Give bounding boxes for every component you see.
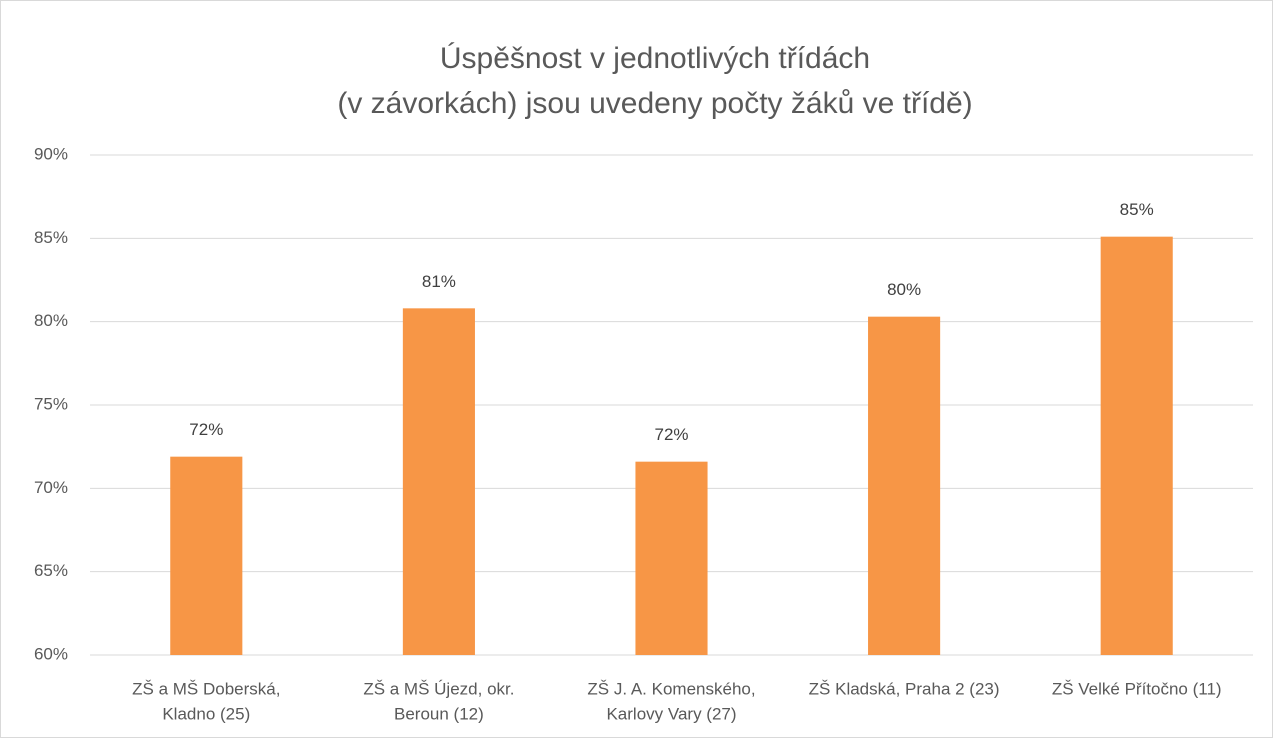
y-tick-label: 70% [34, 478, 68, 497]
y-tick-label: 85% [34, 228, 68, 247]
y-tick-label: 90% [34, 144, 68, 163]
chart-title: Úspěšnost v jednotlivých třídách [440, 42, 870, 75]
bar [635, 461, 708, 655]
x-tick-label: Karlovy Vary (27) [606, 704, 736, 723]
bar [1100, 236, 1173, 655]
data-label: 72% [654, 425, 688, 444]
data-label: 80% [887, 280, 921, 299]
bar [402, 308, 475, 655]
x-tick-label: ZŠ a MŠ Újezd, okr. [363, 679, 514, 698]
chart-title: (v závorkách) jsou uvedeny počty žáků ve… [337, 87, 972, 120]
x-tick-label: ZŠ J. A. Komenského, [587, 679, 755, 698]
bar [170, 456, 243, 655]
y-tick-label: 75% [34, 394, 68, 413]
y-tick-label: 80% [34, 311, 68, 330]
x-tick-label: Beroun (12) [394, 704, 484, 723]
x-tick-label: Kladno (25) [162, 704, 250, 723]
data-label: 85% [1120, 200, 1154, 219]
data-label: 72% [189, 420, 223, 439]
x-tick-label: ZŠ Kladská, Praha 2 (23) [809, 679, 1000, 698]
bar [868, 316, 941, 655]
y-tick-label: 65% [34, 561, 68, 580]
data-label: 81% [422, 272, 456, 291]
y-tick-label: 60% [34, 644, 68, 663]
x-tick-label: ZŠ Velké Přítočno (11) [1052, 679, 1222, 698]
x-tick-label: ZŠ a MŠ Doberská, [132, 679, 280, 698]
